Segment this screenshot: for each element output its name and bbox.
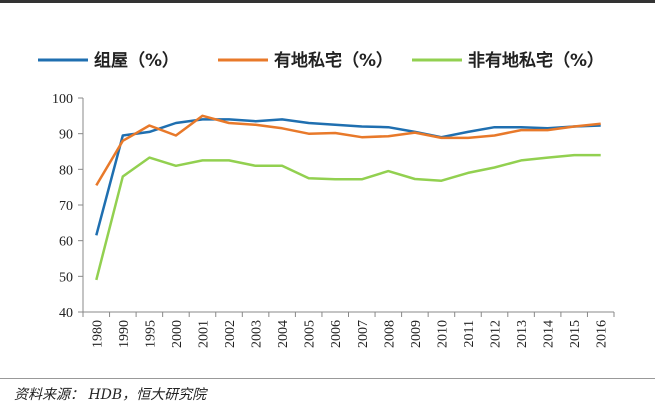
x-tick-label: 2004: [276, 320, 291, 348]
y-tick-label: 80: [59, 163, 73, 178]
x-tick-label: 2001: [196, 320, 211, 348]
x-tick-label: 2003: [250, 320, 265, 348]
series-line-0: [95, 118, 601, 236]
x-tick-label: 2000: [170, 320, 185, 348]
x-tick-label: 1990: [117, 320, 132, 348]
x-tick-label: 2011: [462, 320, 477, 347]
legend-label-2: 非有地私宅（%）: [468, 50, 604, 71]
x-tick-label: 2014: [542, 320, 557, 348]
series-line-1: [95, 114, 601, 187]
x-tick-label: 2016: [595, 320, 610, 348]
x-tick-label: 2002: [223, 320, 238, 348]
x-tick-label: 1980: [90, 320, 105, 348]
y-tick-label: 70: [59, 199, 73, 214]
y-tick-label: 60: [59, 235, 73, 250]
series-line-2: [95, 153, 601, 281]
legend-label-0: 组屋（%）: [94, 50, 179, 71]
x-tick-label: 2005: [303, 320, 318, 348]
top-border: [0, 0, 655, 3]
x-tick-label: 2007: [356, 320, 371, 348]
x-tick-label: 2012: [489, 320, 504, 348]
x-tick-label: 2013: [515, 320, 530, 348]
legend-label-1: 有地私宅（%）: [274, 50, 393, 71]
source-note: 资料来源： HDB，恒大研究院: [14, 387, 207, 403]
y-tick-label: 40: [59, 306, 73, 321]
x-tick-label: 2010: [435, 320, 450, 348]
line-chart: 40 50 60 70 80 90 100 1980 1990 1995 2000 2001 2002 2…: [38, 50, 615, 348]
x-tick-label: 2006: [329, 320, 344, 348]
x-tick-label: 2008: [382, 320, 397, 348]
y-tick-label: 50: [59, 270, 73, 285]
x-tick-label: 2009: [409, 320, 424, 348]
divider: [0, 378, 655, 379]
y-tick-label: 90: [59, 128, 73, 143]
x-tick-label: 1995: [143, 320, 158, 348]
y-tick-label: 100: [52, 92, 73, 107]
x-tick-label: 2015: [568, 320, 583, 348]
